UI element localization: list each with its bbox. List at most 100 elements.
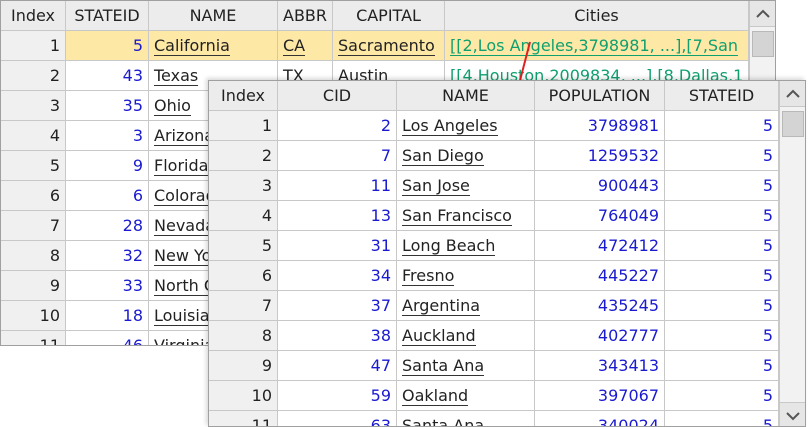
table-cell: 5 (665, 261, 779, 291)
table-cell: 6 (66, 181, 149, 211)
table-cell: 28 (66, 211, 149, 241)
table-cell: 5 (665, 381, 779, 411)
table-cell: 5 (66, 31, 149, 61)
column-header: STATEID (665, 81, 779, 111)
table-cell: 340024 (535, 411, 665, 426)
table-cell: Santa Ana (397, 351, 535, 381)
table-cell: 7 (1, 211, 66, 241)
cell-text: Auckland (402, 326, 476, 346)
table-cell: 3 (209, 171, 278, 201)
cell-text: CA (283, 36, 306, 56)
table-cell: 445227 (535, 261, 665, 291)
table-cell: 38 (278, 321, 397, 351)
table-cell: 13 (278, 201, 397, 231)
arrow-icon (756, 9, 770, 18)
column-header: CID (278, 81, 397, 111)
cell-text: California (154, 36, 230, 56)
cell-text: San Diego (402, 146, 484, 166)
table-cell: 10 (1, 301, 66, 331)
table-cell: Long Beach (397, 231, 535, 261)
table-cell: San Francisco (397, 201, 535, 231)
cell-text: Argentina (402, 296, 481, 316)
table-cell: 2 (209, 141, 278, 171)
scroll-up[interactable] (780, 81, 805, 107)
table-cell: 2 (278, 111, 397, 141)
table-cell: 5 (665, 171, 779, 201)
cell-text: [[2,Los Angeles,3798981, ...],[7,San (450, 36, 739, 56)
table-cell: 764049 (535, 201, 665, 231)
table-cell: 397067 (535, 381, 665, 411)
cell-text: Santa Ana (402, 416, 485, 426)
table-cell: 1 (209, 111, 278, 141)
cell-text: Florida (154, 156, 209, 176)
table-cell: San Jose (397, 171, 535, 201)
table-cell: 5 (1, 151, 66, 181)
table-cell: 5 (665, 201, 779, 231)
arrow-icon (786, 89, 800, 98)
arrow-icon (786, 412, 800, 421)
table-cell: 35 (66, 91, 149, 121)
table-cell: 37 (278, 291, 397, 321)
cell-text: San Francisco (402, 206, 512, 226)
cell-text: Virginia (154, 336, 215, 345)
table-cell: 5 (209, 231, 278, 261)
cell-text: Santa Ana (402, 356, 485, 376)
table-cell: 10 (209, 381, 278, 411)
table-cell: 7 (209, 291, 278, 321)
table-cell: 47 (278, 351, 397, 381)
column-header: CAPITAL (333, 1, 445, 31)
table-cell: 4 (209, 201, 278, 231)
table-cell: Argentina (397, 291, 535, 321)
table-cell: 5 (665, 231, 779, 261)
cell-text: Ohio (154, 96, 191, 116)
table-cell: 31 (278, 231, 397, 261)
table-cell: 5 (665, 351, 779, 381)
cell-text: Texas (154, 66, 199, 86)
table-cell: 11 (278, 171, 397, 201)
table-cell: 3 (1, 91, 66, 121)
table-cell: Los Angeles (397, 111, 535, 141)
table-cell: 900443 (535, 171, 665, 201)
table-cell: 34 (278, 261, 397, 291)
cell-text: Fresno (402, 266, 455, 286)
cell-text: Long Beach (402, 236, 496, 256)
column-header: Index (1, 1, 66, 31)
table-cell: [[2,Los Angeles,3798981, ...],[7,San (445, 31, 749, 61)
table-cell: 1 (1, 31, 66, 61)
table-cell: 8 (1, 241, 66, 271)
table-cell: 63 (278, 411, 397, 426)
table-cell: San Diego (397, 141, 535, 171)
scrollbar[interactable] (779, 81, 805, 426)
scroll-thumb[interactable] (752, 31, 774, 57)
cell-text: Los Angeles (402, 116, 498, 136)
table-cell: 9 (66, 151, 149, 181)
column-header: POPULATION (535, 81, 665, 111)
table-cell: Sacramento (333, 31, 445, 61)
cell-text: Colorado (154, 186, 226, 206)
table-cell: Santa Ana (397, 411, 535, 426)
table-cell: 6 (209, 261, 278, 291)
table-cell: 33 (66, 271, 149, 301)
table-cell: 32 (66, 241, 149, 271)
cell-text: Oakland (402, 386, 469, 406)
cell-text: San Jose (402, 176, 470, 196)
table-cell: 4 (1, 121, 66, 151)
cities-table: 5 340024 Santa Ana 63 11 5 397067 Oakland 59 10 5 3… (208, 80, 806, 427)
table-cell: 3798981 (535, 111, 665, 141)
table-cell: 5 (665, 321, 779, 351)
table-cell: 46 (66, 331, 149, 345)
table-cell: 435245 (535, 291, 665, 321)
table-cell: 3 (66, 121, 149, 151)
table-cell: 59 (278, 381, 397, 411)
scroll-down[interactable] (780, 402, 805, 426)
table-cell: 18 (66, 301, 149, 331)
scroll-thumb[interactable] (782, 111, 804, 137)
column-header: ABBR (278, 1, 333, 31)
table-cell: Auckland (397, 321, 535, 351)
table-cell: 472412 (535, 231, 665, 261)
table-cell: 5 (665, 141, 779, 171)
table-cell: California (149, 31, 278, 61)
table-cell: 402777 (535, 321, 665, 351)
column-header: Cities (445, 1, 749, 31)
scroll-up[interactable] (750, 1, 775, 27)
